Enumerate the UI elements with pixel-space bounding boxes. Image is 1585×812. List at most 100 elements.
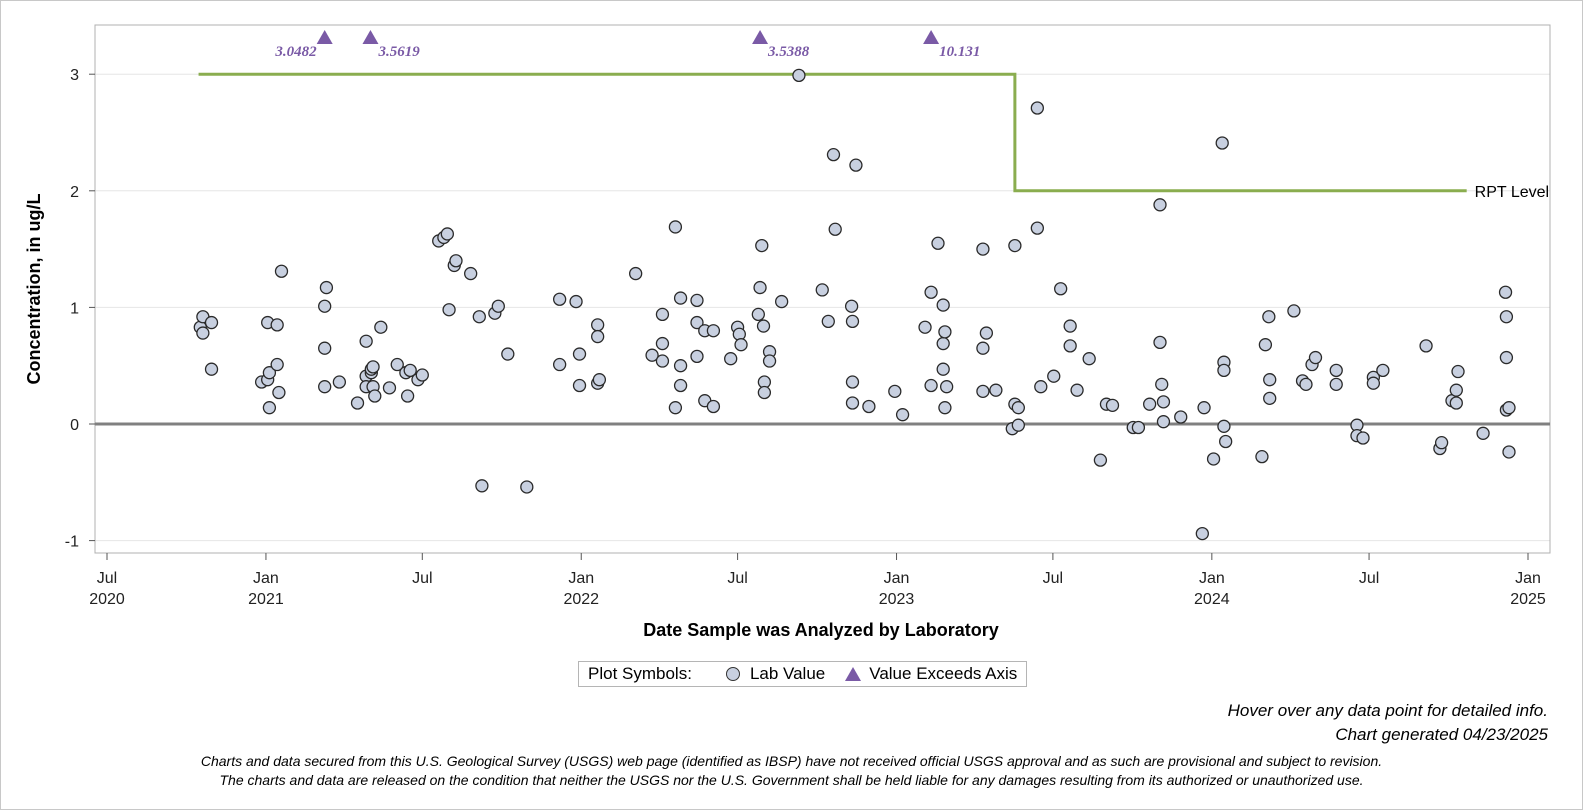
- data-point[interactable]: [1376, 363, 1390, 378]
- data-point[interactable]: [318, 380, 332, 394]
- data-point[interactable]: [332, 375, 347, 389]
- data-point[interactable]: [862, 399, 876, 414]
- data-point[interactable]: [924, 285, 938, 299]
- data-point[interactable]: [415, 368, 429, 382]
- data-point[interactable]: [1451, 364, 1465, 379]
- data-point[interactable]: [1054, 282, 1068, 296]
- data-point[interactable]: [673, 378, 688, 393]
- data-point[interactable]: [690, 315, 704, 330]
- data-point[interactable]: [888, 384, 902, 399]
- data-point[interactable]: [673, 359, 688, 373]
- data-point[interactable]: [668, 220, 683, 234]
- data-point[interactable]: [318, 341, 332, 355]
- data-point[interactable]: [1502, 401, 1516, 415]
- data-point[interactable]: [472, 310, 486, 324]
- data-point[interactable]: [815, 283, 829, 297]
- data-point[interactable]: [845, 396, 860, 410]
- data-point[interactable]: [845, 375, 860, 389]
- data-point[interactable]: [936, 362, 950, 376]
- data-point[interactable]: [629, 266, 643, 281]
- data-point[interactable]: [753, 280, 767, 295]
- data-point[interactable]: [734, 338, 748, 352]
- data-point[interactable]: [572, 378, 587, 393]
- data-point[interactable]: [845, 314, 860, 329]
- data-point[interactable]: [1131, 420, 1146, 435]
- data-point[interactable]: [976, 384, 990, 399]
- data-point[interactable]: [501, 347, 515, 361]
- data-point[interactable]: [569, 294, 583, 309]
- data-point[interactable]: [1011, 401, 1025, 415]
- data-point[interactable]: [449, 254, 463, 268]
- exceeds-axis-marker[interactable]: [316, 30, 333, 44]
- data-point[interactable]: [390, 357, 404, 372]
- exceeds-axis-marker[interactable]: [752, 30, 769, 44]
- data-point[interactable]: [673, 291, 688, 305]
- data-point[interactable]: [374, 320, 388, 334]
- data-point[interactable]: [1047, 369, 1061, 383]
- data-point[interactable]: [1255, 449, 1269, 464]
- data-point[interactable]: [895, 408, 910, 422]
- data-point[interactable]: [270, 357, 284, 372]
- data-point[interactable]: [1206, 452, 1221, 466]
- data-point[interactable]: [1011, 418, 1025, 432]
- data-point[interactable]: [655, 336, 670, 351]
- data-point[interactable]: [1174, 410, 1188, 424]
- data-point[interactable]: [849, 158, 863, 172]
- data-point[interactable]: [274, 264, 289, 278]
- data-point[interactable]: [976, 341, 990, 355]
- data-point[interactable]: [645, 348, 659, 362]
- data-point[interactable]: [1195, 526, 1209, 541]
- data-point[interactable]: [762, 354, 777, 368]
- data-point[interactable]: [1105, 398, 1120, 412]
- data-point[interactable]: [403, 363, 417, 378]
- data-point[interactable]: [272, 385, 286, 400]
- data-point[interactable]: [1217, 419, 1231, 433]
- data-point[interactable]: [706, 324, 721, 338]
- data-point[interactable]: [1329, 377, 1343, 392]
- data-point[interactable]: [655, 354, 670, 368]
- data-point[interactable]: [936, 336, 950, 351]
- data-point[interactable]: [1153, 198, 1167, 212]
- data-point[interactable]: [1434, 436, 1449, 450]
- data-point[interactable]: [792, 68, 806, 83]
- data-point[interactable]: [1262, 310, 1276, 324]
- data-point[interactable]: [690, 293, 704, 308]
- data-point[interactable]: [1153, 335, 1167, 350]
- data-point[interactable]: [204, 315, 219, 330]
- data-point[interactable]: [826, 148, 841, 162]
- data-point[interactable]: [319, 280, 334, 295]
- data-point[interactable]: [1263, 373, 1277, 387]
- exceeds-axis-markers[interactable]: 3.0482 3.5619 3.5388 10.131: [274, 30, 980, 60]
- lab-value-points[interactable]: [193, 68, 1516, 541]
- data-point[interactable]: [491, 299, 505, 313]
- data-point[interactable]: [1356, 431, 1370, 445]
- data-point[interactable]: [262, 366, 277, 380]
- data-point[interactable]: [918, 320, 932, 334]
- data-point[interactable]: [262, 401, 277, 415]
- data-point[interactable]: [828, 222, 842, 236]
- exceeds-axis-marker[interactable]: [362, 30, 379, 44]
- data-point[interactable]: [1070, 383, 1084, 397]
- data-point[interactable]: [775, 294, 789, 309]
- data-point[interactable]: [1082, 352, 1096, 366]
- data-point[interactable]: [318, 299, 332, 313]
- data-point[interactable]: [350, 396, 365, 410]
- data-point[interactable]: [1419, 339, 1433, 353]
- data-point[interactable]: [1008, 238, 1022, 253]
- data-point[interactable]: [1329, 363, 1343, 378]
- data-point[interactable]: [270, 318, 284, 332]
- data-point[interactable]: [1219, 434, 1233, 449]
- data-point[interactable]: [475, 479, 489, 493]
- data-point[interactable]: [591, 329, 605, 344]
- data-point[interactable]: [690, 349, 704, 364]
- data-point[interactable]: [572, 347, 587, 361]
- data-point[interactable]: [1263, 391, 1277, 405]
- data-point[interactable]: [1499, 350, 1514, 365]
- data-point[interactable]: [591, 318, 605, 332]
- data-point[interactable]: [844, 299, 859, 313]
- data-point[interactable]: [1449, 383, 1463, 397]
- data-point[interactable]: [1063, 339, 1077, 353]
- data-point[interactable]: [1258, 338, 1273, 352]
- data-point[interactable]: [939, 380, 954, 394]
- data-point[interactable]: [1215, 136, 1229, 150]
